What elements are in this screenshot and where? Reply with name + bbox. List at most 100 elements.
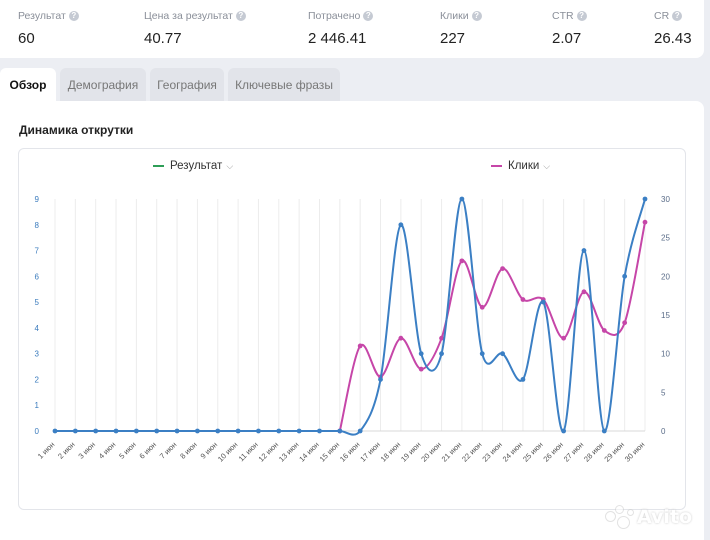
- data-point-result: [540, 299, 546, 305]
- data-point-result: [276, 428, 282, 434]
- y-left-tick-label: 8: [35, 221, 40, 230]
- data-point-result: [195, 428, 200, 434]
- help-icon[interactable]: ?: [363, 11, 374, 21]
- y-right-tick-label: 30: [661, 195, 670, 204]
- stat-value: 2 446.41: [308, 30, 367, 47]
- data-point-result: [398, 222, 404, 228]
- stats-bar: Результат? 60 Цена за результат? 40.77 П…: [0, 0, 704, 58]
- stat-result: Результат? 60: [18, 10, 79, 47]
- data-point-clicks: [500, 266, 505, 271]
- data-point-result: [52, 428, 58, 434]
- stat-value: 26.43: [654, 30, 692, 47]
- data-point-result: [317, 428, 322, 434]
- y-left-tick-label: 4: [35, 324, 40, 333]
- data-point-clicks: [459, 258, 465, 264]
- data-point-result: [256, 428, 261, 434]
- legend-swatch: [153, 165, 164, 167]
- data-point-clicks: [439, 335, 444, 341]
- watermark-text: Avito: [636, 506, 692, 528]
- y-right-tick-label: 5: [661, 388, 666, 397]
- x-tick-label: 30 июн: [623, 440, 647, 464]
- y-right-tick-label: 20: [661, 272, 670, 281]
- data-point-clicks: [479, 304, 485, 310]
- stat-value: 2.07: [552, 30, 582, 47]
- x-tick-label: 14 июн: [297, 440, 321, 464]
- data-point-clicks: [561, 335, 567, 341]
- x-tick-label: 16 июн: [338, 440, 362, 464]
- data-point-clicks: [418, 366, 424, 372]
- data-point-result: [337, 428, 343, 434]
- data-point-result: [622, 273, 628, 279]
- stat-label: Клики: [440, 10, 469, 22]
- x-tick-label: 28 июн: [582, 440, 606, 464]
- tab-overview[interactable]: Обзор: [0, 68, 56, 104]
- stat-label: Потрачено: [308, 10, 361, 22]
- x-tick-label: 3 июн: [76, 440, 97, 461]
- x-tick-label: 7 июн: [158, 440, 179, 461]
- data-point-clicks: [581, 289, 587, 295]
- y-left-tick-label: 7: [35, 247, 40, 256]
- help-icon[interactable]: ?: [471, 11, 482, 21]
- x-tick-label: 18 июн: [379, 440, 403, 464]
- help-icon[interactable]: ?: [235, 11, 246, 21]
- x-tick-label: 21 июн: [440, 440, 464, 464]
- chevron-down-icon: ⌵: [226, 160, 234, 171]
- help-icon[interactable]: ?: [576, 11, 587, 21]
- legend-label: Клики: [508, 160, 540, 172]
- legend-item-result[interactable]: Результат ⌵: [153, 160, 233, 172]
- y-left-tick-label: 5: [35, 298, 40, 307]
- data-point-clicks: [642, 219, 648, 225]
- data-point-result: [93, 428, 99, 434]
- x-tick-label: 24 июн: [501, 440, 525, 464]
- y-right-tick-label: 0: [661, 427, 666, 436]
- stat-label: CR: [654, 10, 670, 22]
- y-left-tick-label: 2: [35, 375, 40, 384]
- tab-geography[interactable]: География: [150, 68, 224, 102]
- data-point-result: [581, 248, 587, 253]
- x-tick-label: 6 июн: [137, 440, 158, 461]
- series-line-clicks: [338, 222, 646, 432]
- y-left-tick-label: 6: [35, 272, 40, 281]
- x-tick-label: 19 июн: [399, 440, 423, 464]
- x-tick-label: 13 июн: [277, 440, 301, 464]
- data-point-result: [500, 351, 505, 357]
- x-tick-label: 22 июн: [460, 440, 484, 464]
- data-point-result: [174, 428, 180, 434]
- tab-bar: Обзор Демография География Ключевые фраз…: [0, 68, 710, 104]
- data-point-result: [418, 351, 424, 357]
- y-left-tick-label: 0: [35, 427, 40, 436]
- data-point-clicks: [601, 328, 607, 333]
- help-icon[interactable]: ?: [672, 11, 683, 21]
- data-point-result: [113, 428, 119, 434]
- x-tick-label: 17 июн: [358, 440, 382, 464]
- stat-label: Результат: [18, 10, 66, 22]
- x-tick-label: 4 июн: [97, 440, 118, 461]
- stat-clicks: Клики? 227: [440, 10, 482, 47]
- data-point-result: [378, 377, 383, 382]
- stat-value: 60: [18, 30, 35, 47]
- legend-label: Результат: [170, 160, 223, 172]
- x-tick-label: 15 июн: [318, 440, 342, 464]
- y-right-tick-label: 15: [661, 311, 670, 320]
- y-left-tick-label: 9: [35, 195, 40, 204]
- stat-label: Цена за результат: [144, 10, 233, 22]
- stat-value: 40.77: [144, 30, 182, 47]
- data-point-clicks: [622, 320, 628, 326]
- legend-item-clicks[interactable]: Клики ⌵: [491, 160, 550, 172]
- data-point-result: [357, 428, 363, 434]
- overview-panel: Динамика открутки Результат ⌵ Клики ⌵ 0 1…: [0, 101, 704, 540]
- data-point-result: [235, 428, 241, 434]
- help-icon[interactable]: ?: [68, 11, 79, 21]
- data-point-result: [459, 196, 465, 202]
- data-point-result: [72, 428, 78, 434]
- x-tick-label: 10 июн: [216, 440, 240, 464]
- tab-keywords[interactable]: Ключевые фразы: [228, 68, 340, 102]
- data-point-result: [296, 428, 302, 434]
- series-line-result: [54, 197, 646, 436]
- data-point-result: [439, 351, 444, 357]
- tab-demography[interactable]: Демография: [60, 68, 146, 102]
- y-right-tick-label: 10: [661, 350, 670, 359]
- x-tick-label: 25 июн: [521, 440, 545, 464]
- stat-ctr: CTR? 2.07: [552, 10, 587, 47]
- x-tick-label: 1 июн: [36, 440, 57, 461]
